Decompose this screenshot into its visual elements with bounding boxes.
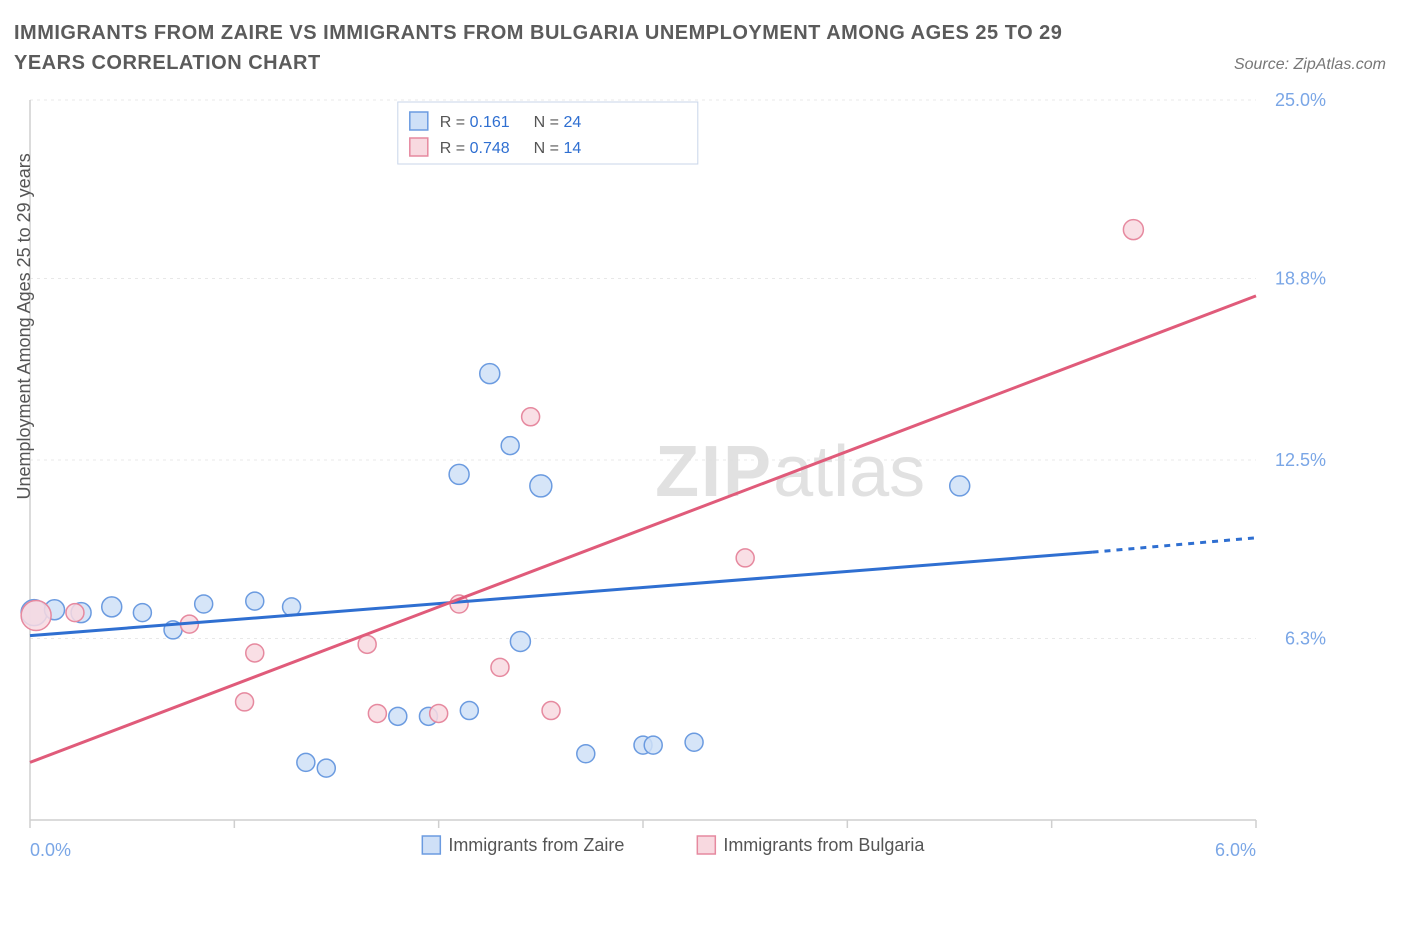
data-point-bulgaria [246,644,264,662]
data-point-zaire [685,733,703,751]
x-tick-label-left: 0.0% [30,840,71,860]
data-point-zaire [530,475,552,497]
data-point-zaire [644,736,662,754]
chart-container: IMMIGRANTS FROM ZAIRE VS IMMIGRANTS FROM… [0,0,1406,930]
legend-bottom-label-bulgaria: Immigrants from Bulgaria [723,835,925,855]
data-point-zaire [480,364,500,384]
data-point-zaire [449,464,469,484]
data-point-zaire [133,604,151,622]
data-point-bulgaria [491,658,509,676]
data-point-zaire [510,631,530,651]
y-tick-label: 18.8% [1275,269,1326,289]
chart-title: IMMIGRANTS FROM ZAIRE VS IMMIGRANTS FROM… [14,18,1114,78]
y-tick-label: 25.0% [1275,90,1326,110]
data-point-bulgaria [522,408,540,426]
legend-swatch-bulgaria [410,138,428,156]
y-axis-label: Unemployment Among Ages 25 to 29 years [14,153,35,499]
data-point-zaire [195,595,213,613]
data-point-bulgaria [368,704,386,722]
plot-area: Unemployment Among Ages 25 to 29 years Z… [0,90,1406,930]
data-point-bulgaria [21,601,51,631]
data-point-bulgaria [1123,220,1143,240]
legend-swatch-zaire [410,112,428,130]
data-point-zaire [317,759,335,777]
y-tick-label: 12.5% [1275,450,1326,470]
data-point-zaire [950,476,970,496]
source-label: Source: ZipAtlas.com [1234,56,1386,74]
data-point-zaire [460,702,478,720]
data-point-bulgaria [66,604,84,622]
chart-svg: ZIPatlas6.3%12.5%18.8%25.0%0.0%6.0%R = 0… [0,90,1346,880]
y-tick-label: 6.3% [1285,629,1326,649]
data-point-zaire [389,707,407,725]
data-point-bulgaria [430,704,448,722]
legend-bottom-swatch-bulgaria [697,836,715,854]
legend-bottom-label-zaire: Immigrants from Zaire [448,835,624,855]
data-point-bulgaria [736,549,754,567]
data-point-zaire [102,597,122,617]
legend-bottom-swatch-zaire [422,836,440,854]
data-point-zaire [297,753,315,771]
data-point-zaire [577,745,595,763]
data-point-bulgaria [542,702,560,720]
data-point-zaire [501,437,519,455]
data-point-zaire [246,592,264,610]
data-point-bulgaria [236,693,254,711]
x-tick-label-right: 6.0% [1215,840,1256,860]
